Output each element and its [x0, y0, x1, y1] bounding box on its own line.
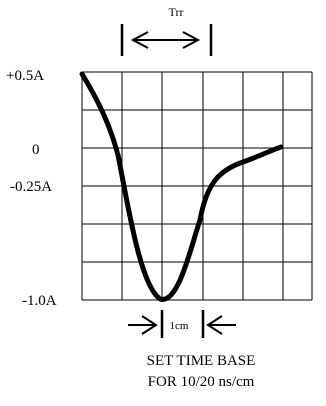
graticule-grid [81, 71, 313, 301]
y-label-neg-quarter: -0.25A [10, 179, 52, 195]
y-label-bottom: -1.0A [22, 293, 57, 309]
y-label-zero: 0 [32, 142, 40, 158]
cm-label: 1cm [170, 320, 189, 332]
recovery-current-curve [79, 71, 284, 302]
caption-line-1: SET TIME BASE [147, 353, 256, 369]
caption-line-2: FOR 10/20 ns/cm [148, 374, 255, 390]
trr-label: Trr [169, 5, 184, 19]
trr-double-arrow [130, 31, 201, 49]
y-label-top: +0.5A [6, 68, 44, 84]
cm-inward-arrows [128, 315, 236, 335]
